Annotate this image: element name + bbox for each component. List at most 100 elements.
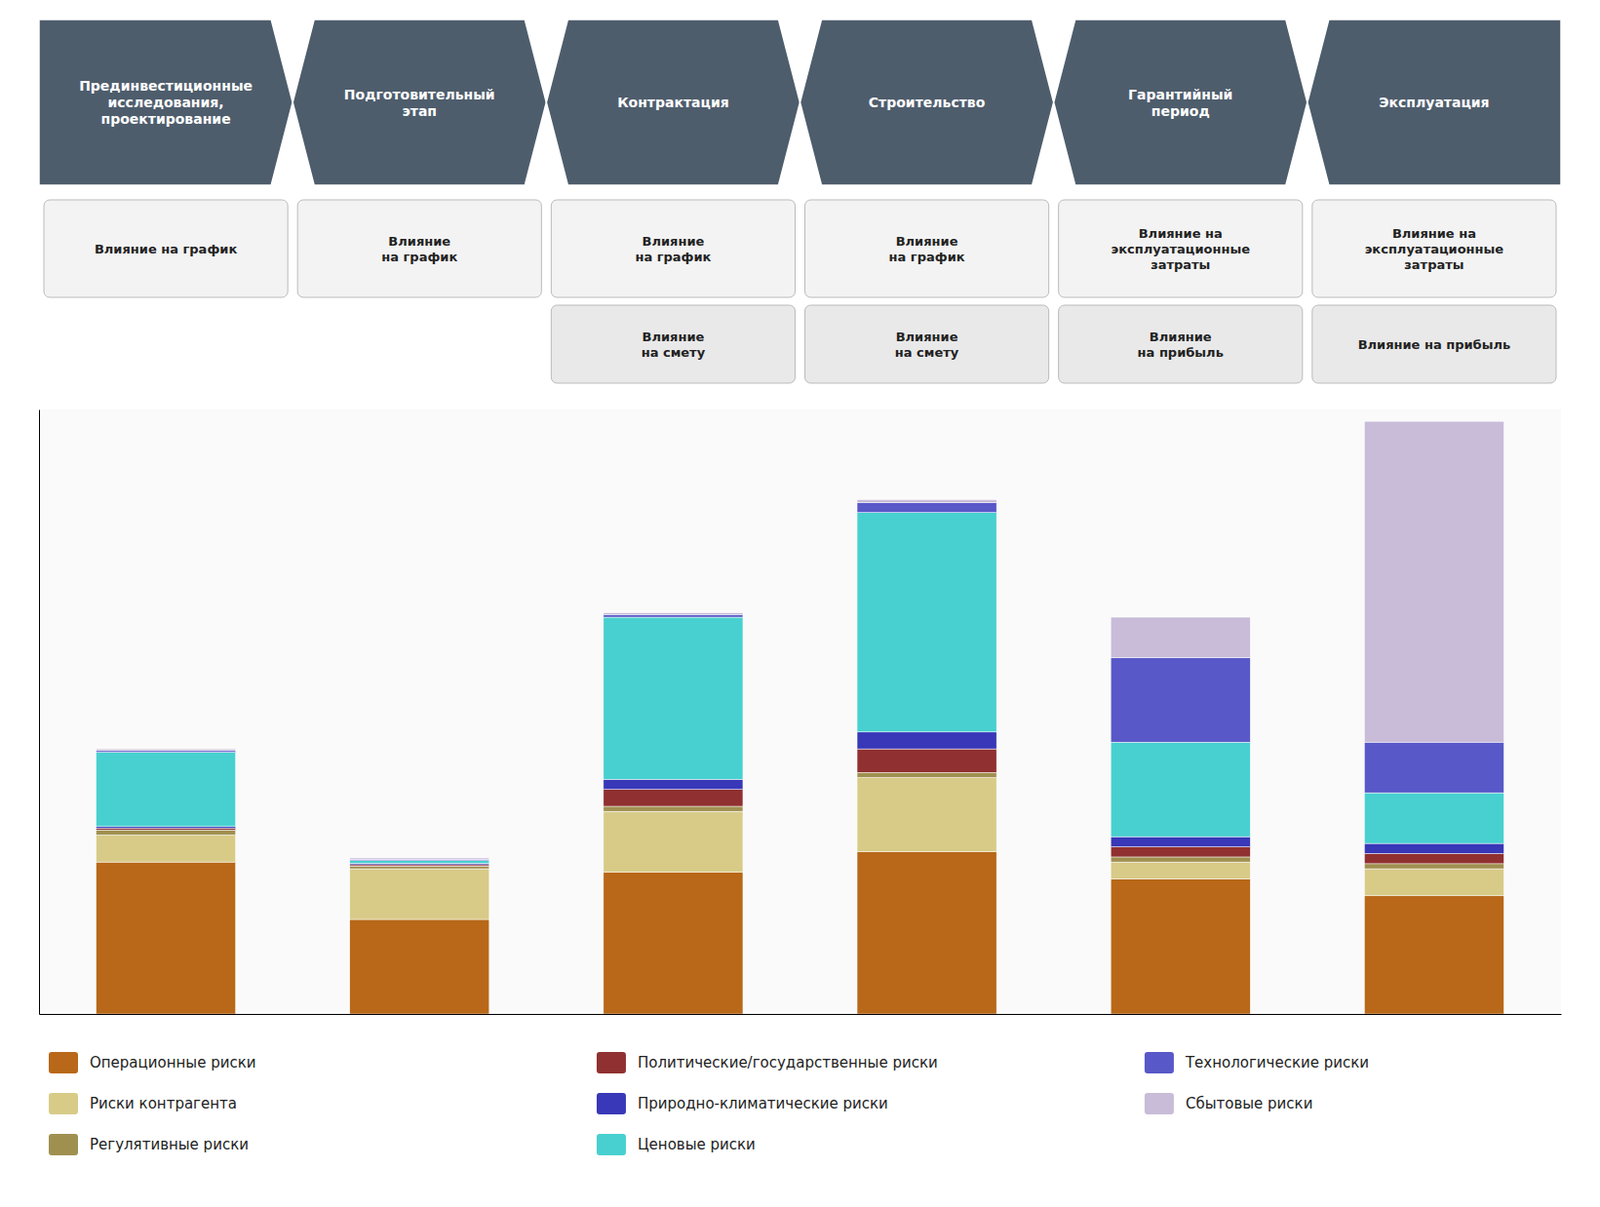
annotation: Влияниена график	[889, 234, 966, 265]
bar-segment	[96, 748, 236, 751]
stage-label: Строительство	[868, 94, 986, 111]
bar-segment	[350, 865, 490, 869]
y-axis	[39, 410, 40, 1015]
bar-segment	[1110, 861, 1250, 879]
legend-swatch	[596, 1092, 626, 1115]
stage-label: Подготовительныйэтап	[344, 86, 496, 119]
bar-segment	[96, 829, 236, 835]
series	[96, 852, 1505, 1015]
series	[96, 502, 1505, 860]
text-line: на прибыль	[1137, 345, 1224, 360]
bar-segment	[603, 617, 743, 780]
legend-item: Риски контрагента	[48, 1092, 237, 1115]
annotation: Влияниена график	[381, 234, 458, 265]
annotation-box	[1058, 305, 1303, 384]
bar-segment	[1364, 863, 1504, 869]
bar-segment	[350, 860, 490, 864]
legend-label: Природно-климатические риски	[637, 1094, 889, 1113]
bar-segment	[857, 772, 997, 778]
bar-segment	[603, 872, 743, 1015]
text-line: на график	[889, 249, 966, 265]
annotation-box	[550, 305, 795, 384]
bar-segment	[1364, 843, 1504, 854]
series	[96, 778, 1505, 920]
text-line: Прединвестиционные	[78, 78, 253, 94]
chart: Прединвестиционныеисследования,проектиро…	[0, 0, 1600, 1207]
text-line: Влияние	[388, 234, 451, 249]
stage-chevron	[800, 19, 1054, 186]
stage-chevron	[39, 19, 293, 186]
stage-chevron	[1307, 19, 1561, 186]
stages: Прединвестиционныеисследования,проектиро…	[39, 19, 1561, 186]
text-line: затраты	[1404, 257, 1464, 273]
legend: Операционные риски Риски контрагента Регул…	[48, 1052, 1369, 1156]
legend-item: Сбытовые риски	[1144, 1092, 1314, 1115]
text-line: Влияние на прибыль	[1358, 337, 1512, 352]
text-line: период	[1151, 103, 1210, 119]
text-line: Влияние на	[1392, 226, 1477, 241]
text-line: Гарантийный	[1128, 86, 1233, 103]
legend-label: Ценовые риски	[637, 1135, 756, 1154]
bar-segment	[1110, 617, 1250, 659]
bars	[96, 421, 1505, 1015]
bar-segment	[1110, 658, 1250, 743]
bar-segment	[857, 500, 997, 504]
bar-segment	[96, 750, 236, 753]
text-line: исследования,	[107, 94, 224, 111]
text-line: этап	[401, 103, 437, 119]
bar-segment	[603, 779, 743, 789]
legend-item: Операционные риски	[48, 1052, 256, 1074]
bar-segment	[1364, 853, 1504, 863]
bar-segment	[96, 826, 236, 829]
annotation: Влияние на прибыль	[1358, 337, 1512, 352]
text-line: на график	[381, 249, 458, 265]
bar-segment	[1110, 836, 1250, 847]
bar-segment	[1110, 847, 1250, 858]
legend-label: Политические/государственные риски	[637, 1053, 938, 1072]
text-line: Контрактация	[617, 94, 730, 111]
annotation: Влияние на график	[94, 241, 237, 257]
text-line: эксплуатационные	[1110, 241, 1250, 257]
text-line: Влияние	[642, 329, 705, 345]
text-line: проектирование	[100, 111, 231, 127]
annotation-box	[1058, 199, 1303, 298]
annotation: Влияниена прибыль	[1137, 329, 1224, 360]
stage-chevron	[546, 19, 800, 186]
text-line: на смету	[895, 345, 960, 360]
bar-segment	[1110, 741, 1250, 837]
bar-segment	[1364, 421, 1504, 742]
text-line: Подготовительный	[344, 86, 496, 103]
annotation: Влияниена смету	[641, 329, 706, 360]
bar-segment	[857, 732, 997, 749]
text-line: Строительство	[868, 94, 986, 111]
bar-segment	[350, 858, 490, 859]
x-axis	[39, 1014, 1562, 1015]
legend-label: Регулятивные риски	[89, 1135, 249, 1154]
x-axis-line	[39, 1014, 1562, 1015]
text-line: Влияние	[1149, 329, 1212, 345]
annotations: Влияние на графикВлияниена графикВлияние…	[43, 199, 1557, 384]
legend-swatch	[596, 1052, 626, 1074]
bar-segment	[1364, 896, 1504, 1015]
legend-label: Сбытовые риски	[1185, 1094, 1314, 1113]
bar-segment	[1110, 857, 1250, 862]
series	[96, 748, 1505, 866]
stage-label: Прединвестиционныеисследования,проектиро…	[78, 78, 253, 127]
bar-segment	[603, 613, 743, 616]
text-line: Влияние на график	[94, 241, 237, 257]
bar-segment	[96, 861, 236, 1015]
bar-segment	[857, 512, 997, 733]
legend-label: Технологические риски	[1184, 1053, 1369, 1072]
legend-item: Политические/государственные риски	[596, 1052, 938, 1074]
annotation: Влияниена смету	[895, 329, 960, 360]
bar-segment	[96, 834, 236, 862]
annotation-box	[550, 199, 795, 298]
bar-segment	[857, 778, 997, 853]
text-line: Влияние	[896, 329, 959, 345]
bar-segment	[603, 811, 743, 872]
bar-segment	[603, 806, 743, 812]
bar-segment	[1110, 878, 1250, 1015]
stage-label: Контрактация	[617, 94, 730, 111]
legend-item: Регулятивные риски	[48, 1133, 249, 1156]
series	[96, 772, 1505, 869]
